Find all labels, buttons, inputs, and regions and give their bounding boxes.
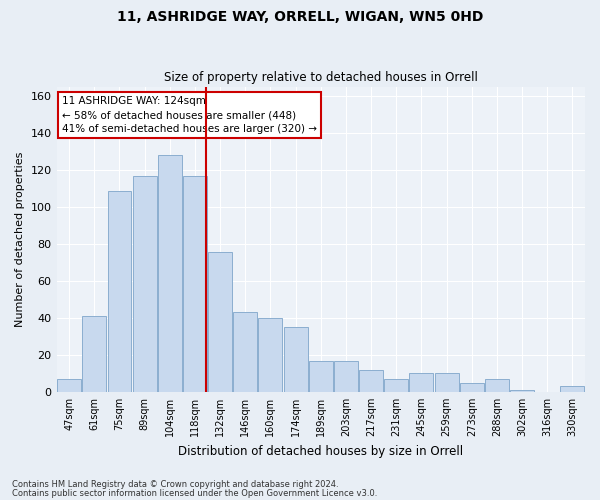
Bar (208, 252, 232, 392)
Bar (107, 190, 131, 392)
Bar (359, 370, 383, 392)
Bar (284, 328, 308, 392)
X-axis label: Distribution of detached houses by size in Orrell: Distribution of detached houses by size … (178, 444, 463, 458)
Text: 11 ASHRIDGE WAY: 124sqm
← 58% of detached houses are smaller (448)
41% of semi-d: 11 ASHRIDGE WAY: 124sqm ← 58% of detache… (62, 96, 317, 134)
Bar (309, 360, 333, 392)
Bar (434, 374, 458, 392)
Text: Contains public sector information licensed under the Open Government Licence v3: Contains public sector information licen… (12, 489, 377, 498)
Title: Size of property relative to detached houses in Orrell: Size of property relative to detached ho… (164, 72, 478, 85)
Bar (485, 379, 509, 392)
Bar (233, 312, 257, 392)
Bar (385, 379, 408, 392)
Text: 11, ASHRIDGE WAY, ORRELL, WIGAN, WN5 0HD: 11, ASHRIDGE WAY, ORRELL, WIGAN, WN5 0HD (117, 10, 483, 24)
Bar (560, 386, 584, 392)
Bar (259, 318, 283, 392)
Bar (133, 176, 157, 392)
Bar (409, 374, 433, 392)
Bar (82, 316, 106, 392)
Text: Contains HM Land Registry data © Crown copyright and database right 2024.: Contains HM Land Registry data © Crown c… (12, 480, 338, 489)
Bar (510, 390, 534, 392)
Bar (183, 176, 207, 392)
Bar (158, 156, 182, 392)
Y-axis label: Number of detached properties: Number of detached properties (15, 152, 25, 327)
Bar (334, 360, 358, 392)
Bar (57, 379, 81, 392)
Bar (460, 382, 484, 392)
